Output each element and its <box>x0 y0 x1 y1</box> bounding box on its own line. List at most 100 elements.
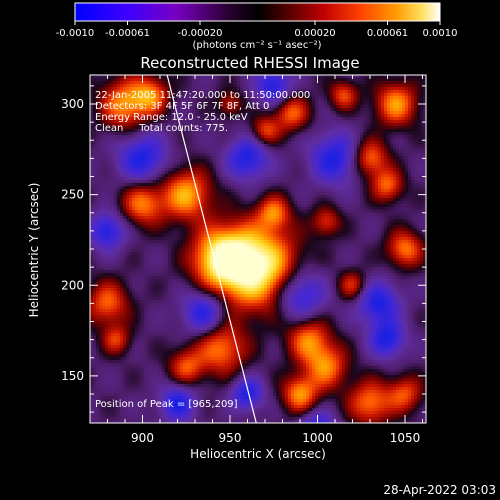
heatmap-pixel <box>126 132 129 135</box>
heatmap-pixel <box>105 81 108 84</box>
heatmap-pixel <box>153 75 156 78</box>
heatmap-pixel <box>108 387 111 390</box>
heatmap-pixel <box>144 381 147 384</box>
heatmap-pixel <box>213 312 216 315</box>
heatmap-pixel <box>99 204 102 207</box>
heatmap-pixel <box>153 294 156 297</box>
heatmap-pixel <box>138 363 141 366</box>
heatmap-pixel <box>99 414 102 417</box>
heatmap-pixel <box>141 159 144 162</box>
heatmap-pixel <box>198 216 201 219</box>
heatmap-pixel <box>189 231 192 234</box>
heatmap-pixel <box>192 348 195 351</box>
heatmap-pixel <box>96 372 99 375</box>
heatmap-pixel <box>180 93 183 96</box>
heatmap-pixel <box>171 147 174 150</box>
heatmap-pixel <box>135 405 138 408</box>
heatmap-pixel <box>90 297 93 300</box>
heatmap-pixel <box>126 279 129 282</box>
heatmap-pixel <box>141 246 144 249</box>
heatmap-pixel <box>216 333 219 336</box>
heatmap-pixel <box>210 309 213 312</box>
heatmap-pixel <box>135 279 138 282</box>
heatmap-pixel <box>204 354 207 357</box>
heatmap-pixel <box>204 336 207 339</box>
heatmap-pixel <box>93 123 96 126</box>
heatmap-pixel <box>96 387 99 390</box>
heatmap-pixel <box>180 204 183 207</box>
heatmap-pixel <box>96 123 99 126</box>
heatmap-pixel <box>123 336 126 339</box>
heatmap-pixel <box>195 198 198 201</box>
heatmap-pixel <box>129 414 132 417</box>
heatmap-pixel <box>216 384 219 387</box>
heatmap-pixel <box>132 306 135 309</box>
heatmap-pixel <box>174 237 177 240</box>
heatmap-pixel <box>186 141 189 144</box>
heatmap-pixel <box>192 87 195 90</box>
heatmap-pixel <box>204 384 207 387</box>
heatmap-pixel <box>162 267 165 270</box>
heatmap-pixel <box>174 153 177 156</box>
heatmap-pixel <box>117 369 120 372</box>
heatmap-pixel <box>99 384 102 387</box>
heatmap-pixel <box>186 267 189 270</box>
heatmap-pixel <box>147 396 150 399</box>
heatmap-pixel <box>138 189 141 192</box>
heatmap-pixel <box>192 291 195 294</box>
heatmap-pixel <box>207 411 210 414</box>
heatmap-pixel <box>129 420 132 423</box>
heatmap-pixel <box>189 279 192 282</box>
heatmap-pixel <box>156 114 159 117</box>
heatmap-pixel <box>213 222 216 225</box>
heatmap-pixel <box>198 372 201 375</box>
heatmap-pixel <box>138 177 141 180</box>
heatmap-pixel <box>195 246 198 249</box>
heatmap-pixel <box>171 198 174 201</box>
heatmap-pixel <box>129 387 132 390</box>
heatmap-pixel <box>207 264 210 267</box>
heatmap-pixel <box>198 246 201 249</box>
heatmap-pixel <box>168 375 171 378</box>
heatmap-pixel <box>114 207 117 210</box>
heatmap-pixel <box>105 375 108 378</box>
heatmap-pixel <box>147 294 150 297</box>
heatmap-pixel <box>201 333 204 336</box>
heatmap-pixel <box>93 396 96 399</box>
heatmap-pixel <box>210 177 213 180</box>
heatmap-pixel <box>207 309 210 312</box>
heatmap-pixel <box>177 99 180 102</box>
heatmap-pixel <box>114 258 117 261</box>
heatmap-pixel <box>147 90 150 93</box>
heatmap-pixel <box>198 390 201 393</box>
heatmap-pixel <box>123 192 126 195</box>
heatmap-pixel <box>90 405 93 408</box>
heatmap-pixel <box>96 246 99 249</box>
heatmap-pixel <box>93 138 96 141</box>
heatmap-pixel <box>96 327 99 330</box>
heatmap-pixel <box>165 240 168 243</box>
heatmap-pixel <box>108 279 111 282</box>
heatmap-pixel <box>126 327 129 330</box>
heatmap-pixel <box>132 363 135 366</box>
heatmap-pixel <box>171 312 174 315</box>
heatmap-pixel <box>135 219 138 222</box>
heatmap-pixel <box>159 117 162 120</box>
heatmap-pixel <box>108 147 111 150</box>
heatmap-pixel <box>177 102 180 105</box>
heatmap-pixel <box>150 411 153 414</box>
heatmap-pixel <box>114 180 117 183</box>
heatmap-pixel <box>216 261 219 264</box>
heatmap-pixel <box>213 381 216 384</box>
heatmap-pixel <box>90 279 93 282</box>
heatmap-pixel <box>117 294 120 297</box>
heatmap-pixel <box>177 336 180 339</box>
heatmap-pixel <box>135 171 138 174</box>
heatmap-pixel <box>138 99 141 102</box>
heatmap-pixel <box>207 129 210 132</box>
heatmap-pixel <box>117 297 120 300</box>
heatmap-pixel <box>204 228 207 231</box>
heatmap-pixel <box>177 363 180 366</box>
heatmap-pixel <box>165 120 168 123</box>
heatmap-pixel <box>114 273 117 276</box>
